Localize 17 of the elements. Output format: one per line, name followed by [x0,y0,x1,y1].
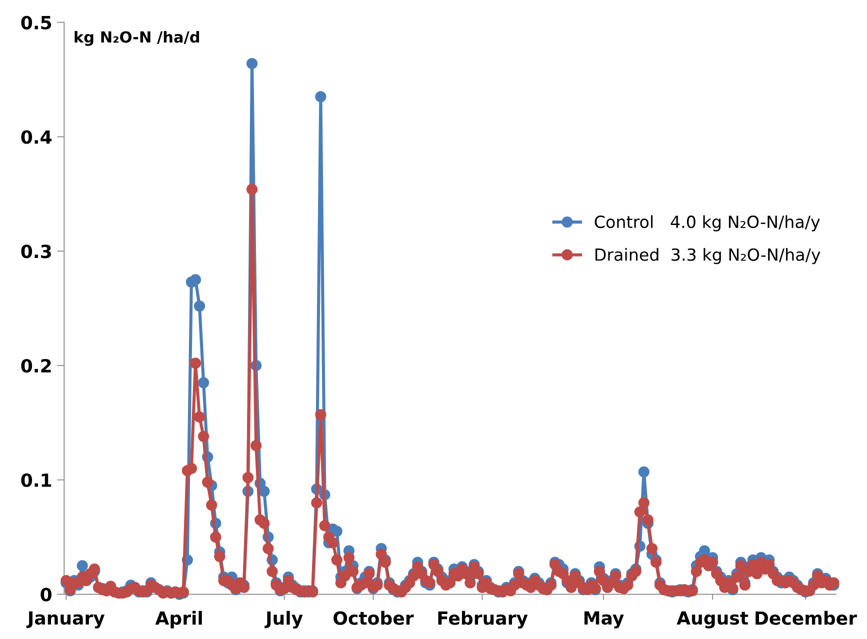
x-tick-label: July [264,610,303,629]
legend-label: Control 4.0 kg N₂O-N/ha/y [594,215,820,232]
x-tick-label: January [26,611,105,628]
y-tick-label: 0 [40,588,52,602]
y-tick-label: 0.3 [21,244,51,258]
legend-label: Drained 3.3 kg N₂O-N/ha/y [595,248,820,264]
y-tick-label: 0.1 [21,473,52,488]
x-tick-label: April [155,610,202,628]
x-tick-label: December [756,610,857,625]
x-tick-label: May [584,611,624,628]
y-tick-label: 0.5 [21,16,52,30]
y-tick-label: 0.2 [21,358,51,373]
y-axis-title: kg N₂O-N /ha/d [74,30,200,46]
x-tick-label: August [676,611,748,628]
y-tick-label: 0.4 [21,130,52,144]
x-tick-label: February [438,610,528,629]
x-tick-label: October [334,610,414,625]
